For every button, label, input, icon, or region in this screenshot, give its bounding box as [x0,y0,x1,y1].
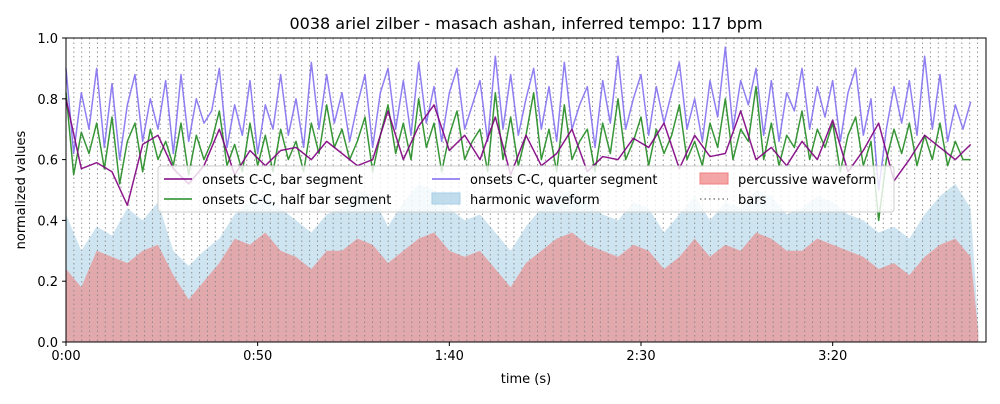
y-tick-label: 0.6 [37,154,58,169]
chart-title: 0038 ariel zilber - masach ashan, inferr… [289,14,762,33]
legend-label: onsets C-C, quarter segment [470,173,657,188]
legend-label: onsets C-C, bar segment [202,173,363,188]
legend-label: percussive waveform [738,173,876,188]
y-axis-label: normalized values [14,130,29,249]
legend: onsets C-C, bar segment onsets C-C, half … [157,165,895,213]
x-tick-label: 0:00 [51,349,80,364]
x-tick-label: 0:50 [243,349,272,364]
plot-frame [65,37,987,343]
quarter-segment-line [65,46,972,191]
legend-area-swatch [431,192,461,205]
y-tick-label: 0.2 [37,275,58,290]
y-tick-label: 0.4 [37,214,58,229]
legend-area-swatch [699,172,729,185]
legend-label: bars [738,193,767,208]
bar-segment-line [65,98,972,206]
legend-label: onsets C-C, half bar segment [202,193,391,208]
x-axis-label: time (s) [501,372,551,387]
y-tick-label: 0.0 [37,336,58,351]
x-tick-label: 2:30 [626,349,655,364]
x-tick-label: 3:20 [818,349,847,364]
axes-layer: 0:00 0:50 1:40 2:30 3:20 0.0 0.2 0.4 0.6 0.8 1.0 [37,32,847,364]
x-tick-label: 1:40 [435,349,464,364]
y-tick-label: 0.8 [37,93,58,108]
bar-lines-layer [65,38,979,342]
y-tick-label: 1.0 [37,32,58,47]
legend-label: harmonic waveform [470,193,600,208]
